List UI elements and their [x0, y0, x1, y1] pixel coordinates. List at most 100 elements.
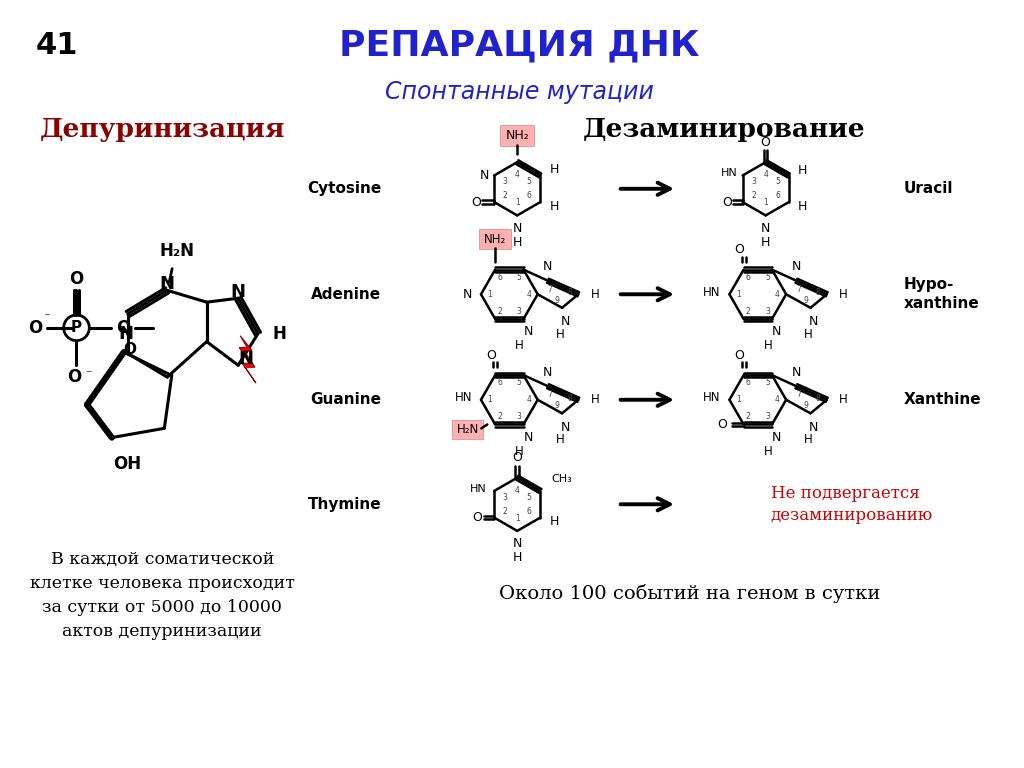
- FancyBboxPatch shape: [452, 419, 483, 439]
- Text: O: O: [116, 319, 130, 337]
- Text: O: O: [512, 452, 522, 465]
- Text: H: H: [840, 288, 848, 301]
- Text: 8: 8: [567, 288, 572, 297]
- Text: 6: 6: [526, 191, 531, 200]
- Text: 2: 2: [503, 507, 508, 515]
- Text: Около 100 событий на геном в сутки: Около 100 событий на геном в сутки: [499, 584, 881, 603]
- Text: N: N: [513, 222, 522, 235]
- Text: H: H: [591, 393, 599, 406]
- Text: O: O: [471, 196, 481, 209]
- Text: H: H: [804, 328, 813, 341]
- Text: Guanine: Guanine: [310, 392, 381, 407]
- Text: 4: 4: [775, 396, 779, 404]
- Text: 1: 1: [736, 290, 740, 299]
- Text: O: O: [717, 418, 727, 431]
- Text: N: N: [463, 288, 472, 301]
- Text: NH₂: NH₂: [505, 129, 529, 142]
- Text: 4: 4: [763, 170, 768, 180]
- Text: 2: 2: [498, 306, 502, 316]
- Text: O: O: [722, 196, 732, 209]
- Text: 1: 1: [515, 514, 519, 523]
- Text: 9: 9: [803, 402, 808, 410]
- Text: O: O: [68, 368, 82, 386]
- Text: 9: 9: [555, 402, 560, 410]
- Text: HN: HN: [721, 168, 737, 178]
- Text: 6: 6: [745, 273, 751, 282]
- Text: O: O: [761, 136, 771, 149]
- Text: 8: 8: [567, 394, 572, 402]
- Text: HN: HN: [702, 392, 721, 404]
- Text: 6: 6: [497, 273, 502, 282]
- Text: N: N: [543, 366, 553, 379]
- Text: 3: 3: [752, 177, 756, 187]
- Text: 5: 5: [775, 177, 780, 187]
- Text: Hypo-
xanthine: Hypo- xanthine: [904, 277, 980, 311]
- Text: Xanthine: Xanthine: [904, 392, 981, 407]
- Text: 8: 8: [816, 394, 820, 402]
- Text: 9: 9: [555, 296, 560, 305]
- Text: 3: 3: [503, 493, 508, 502]
- Text: 3: 3: [517, 412, 521, 421]
- Text: H: H: [550, 200, 559, 213]
- Text: 1: 1: [487, 290, 493, 299]
- Text: 1: 1: [487, 396, 493, 404]
- Text: OH: OH: [113, 455, 141, 473]
- Text: 41: 41: [36, 31, 79, 60]
- Text: Cytosine: Cytosine: [307, 181, 381, 197]
- Text: 3: 3: [517, 306, 521, 316]
- Text: N: N: [160, 276, 175, 293]
- Text: H: H: [513, 551, 522, 564]
- Text: ⁻: ⁻: [85, 369, 91, 382]
- Text: O: O: [472, 511, 482, 524]
- Text: H: H: [761, 236, 770, 249]
- Text: 7: 7: [796, 390, 801, 399]
- Text: H: H: [804, 433, 813, 446]
- Text: 2: 2: [498, 412, 502, 421]
- Text: O: O: [70, 270, 84, 287]
- Text: 6: 6: [497, 379, 502, 387]
- Text: N: N: [560, 421, 569, 434]
- Text: 1: 1: [763, 198, 768, 207]
- Text: H: H: [798, 200, 807, 213]
- Text: 2: 2: [745, 306, 751, 316]
- Text: N: N: [792, 260, 801, 273]
- Text: 5: 5: [517, 273, 521, 282]
- Text: 5: 5: [517, 379, 521, 387]
- Text: O: O: [123, 342, 136, 356]
- Text: N: N: [772, 326, 781, 338]
- Text: 8: 8: [816, 288, 820, 297]
- Text: H: H: [515, 445, 524, 458]
- Text: N: N: [809, 421, 818, 434]
- Text: 6: 6: [526, 507, 531, 515]
- Text: 2: 2: [745, 412, 751, 421]
- Text: H: H: [272, 325, 287, 343]
- Text: Не подвергается
дезаминированию: Не подвергается дезаминированию: [771, 485, 933, 524]
- Text: N: N: [513, 538, 522, 550]
- Text: H: H: [513, 236, 522, 249]
- Text: H: H: [764, 445, 772, 458]
- Text: 1: 1: [515, 198, 519, 207]
- Text: 6: 6: [745, 379, 751, 387]
- Text: 6: 6: [775, 191, 780, 200]
- Text: РЕПАРАЦИЯ ДНК: РЕПАРАЦИЯ ДНК: [339, 28, 699, 62]
- Text: H: H: [798, 164, 807, 177]
- Text: O: O: [28, 319, 42, 337]
- Text: 5: 5: [765, 379, 770, 387]
- Polygon shape: [240, 336, 256, 383]
- Text: O: O: [735, 243, 744, 257]
- Text: HN: HN: [455, 392, 472, 404]
- Text: 9: 9: [803, 296, 808, 305]
- Text: Спонтанные мутации: Спонтанные мутации: [385, 81, 653, 104]
- Text: H: H: [556, 328, 564, 341]
- Text: H: H: [591, 288, 599, 301]
- Text: H: H: [840, 393, 848, 406]
- Text: Adenine: Adenine: [311, 286, 381, 302]
- Text: N: N: [479, 169, 489, 182]
- FancyBboxPatch shape: [479, 229, 511, 250]
- Text: O: O: [735, 349, 744, 362]
- Text: N: N: [772, 431, 781, 444]
- Text: N: N: [761, 222, 770, 235]
- Text: 7: 7: [548, 285, 552, 294]
- Text: O: O: [486, 349, 497, 362]
- Text: N: N: [119, 325, 133, 343]
